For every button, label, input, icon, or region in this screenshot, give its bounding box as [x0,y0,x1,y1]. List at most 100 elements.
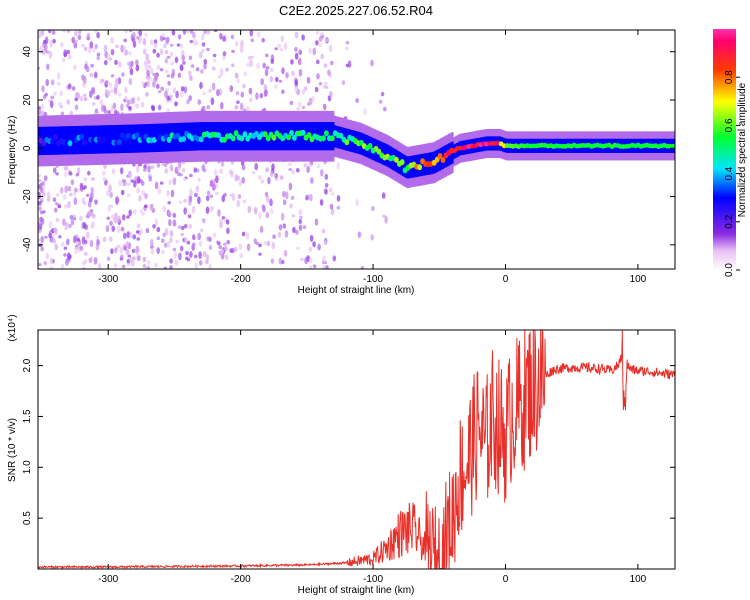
spectrogram-noise-mark [187,214,192,219]
spectrogram-noise-mark [163,242,168,248]
spectrogram-noise-mark [282,223,287,229]
spectrogram-noise-mark [54,243,59,251]
spectrogram-noise-mark [127,182,131,186]
spectrogram-noise-mark [235,91,240,96]
spectrogram-noise-mark [186,258,191,262]
spectrogram-noise-mark [170,189,175,198]
spectrogram-noise-mark [241,231,246,237]
spectrogram-noise-mark [39,186,44,194]
spectrogram-noise-mark [234,72,239,79]
spectrogram-noise-mark [363,108,367,116]
spectrogram-noise-mark [172,212,177,218]
spectrogram-noise-mark [181,54,185,62]
spectrogram-noise-mark [103,44,108,53]
spectrogram-noise-mark [169,164,174,172]
spectrogram-noise-mark [320,53,325,60]
spectrogram-ridge-mark [440,157,446,163]
spectrogram-noise-mark [202,218,206,224]
spectrogram-noise-mark [154,218,159,227]
spectrogram-noise-mark [177,34,182,40]
spectrogram-noise-mark [220,102,224,110]
spectrogram-noise-mark [43,175,48,182]
spectrogram-noise-mark [270,58,275,64]
spectrogram-noise-mark [175,90,179,99]
spectrogram-noise-mark [116,244,121,248]
spectrogram-noise-mark [378,99,383,104]
spectrogram-noise-mark [241,177,245,184]
spectrogram-noise-mark [147,60,151,64]
spectrogram-noise-mark [242,199,247,204]
spectrogram-noise-mark [239,102,244,111]
spectrogram-noise-mark [167,80,171,86]
spectrogram-noise-mark [43,260,47,266]
spectrogram-noise-mark [266,240,271,247]
spectrogram-noise-mark [265,53,269,58]
spectrogram-noise-mark [298,49,303,55]
spectrogram-noise-mark [242,83,246,89]
spectrogram-noise-mark [141,190,146,196]
spectrogram-noise-mark [288,182,293,191]
spectrogram-noise-mark [63,253,67,257]
spectrogram-noise-mark [108,82,113,88]
spectrogram-noise-mark [59,90,63,97]
spectrogram-envelope-mark [117,124,120,154]
spectrogram-noise-mark [127,61,131,66]
spectrogram-noise-mark [74,39,79,43]
spectrogram-noise-mark [309,193,313,202]
spectrogram-noise-mark [185,251,189,256]
spectrogram-noise-mark [90,191,94,199]
spectrogram-noise-mark [71,86,76,91]
spectrogram-noise-mark [38,174,42,178]
spectrogram-noise-mark [274,84,278,89]
spectrogram-noise-mark [169,258,173,264]
spectrogram-noise-mark [345,41,350,45]
spectrogram-noise-mark [231,49,235,53]
spectrogram-noise-mark [324,85,329,89]
spectrogram-noise-mark [197,178,201,182]
spectrogram-noise-mark [222,51,227,57]
spectrogram-noise-mark [199,81,203,90]
spectrogram-noise-mark [91,89,96,95]
spectrogram-noise-mark [153,39,158,44]
spectrogram-noise-mark [270,171,274,178]
spectrogram-ridge-mark [437,153,443,159]
spectrogram-noise-mark [212,66,216,71]
spectrogram-noise-mark [83,75,87,84]
spectrogram-noise-mark [200,69,204,74]
spectrogram-noise-mark [81,237,86,246]
spectrogram-noise-mark [320,169,324,177]
spectrogram-noise-mark [283,42,288,50]
y-tick-label: 1.5 [22,409,33,423]
spectrogram-noise-mark [177,72,182,79]
spectrogram-noise-mark [117,77,122,85]
spectrogram-noise-mark [312,241,316,248]
spectrogram-noise-mark [198,240,203,247]
spectrogram-noise-mark [150,67,154,75]
y-tick-label: 40 [22,46,33,58]
spectrogram-noise-mark [164,168,168,174]
spectrogram-noise-mark [305,194,310,200]
spectrogram-noise-mark [108,184,112,193]
spectrogram-noise-mark [132,209,137,215]
spectrogram-noise-mark [104,60,108,66]
spectrogram-noise-mark [140,101,145,108]
spectrogram-noise-mark [300,257,304,261]
spectrogram-noise-mark [125,249,130,256]
spectrogram-noise-mark [249,30,254,37]
spectrogram-noise-mark [73,64,77,70]
spectrogram-noise-mark [70,179,75,186]
spectrogram-noise-mark [74,97,78,102]
spectrogram-noise-mark [231,193,236,202]
spectrogram-noise-mark [288,162,292,167]
spectrogram-noise-mark [84,63,88,70]
spectrogram-noise-mark [43,39,47,44]
spectrogram-noise-mark [43,43,48,52]
spectrogram-noise-mark [49,100,54,108]
spectrogram-noise-mark [201,105,206,112]
spectrogram-noise-mark [308,99,312,106]
spectrogram-noise-mark [129,256,133,263]
spectrogram-noise-mark [162,36,166,41]
spectrogram-noise-mark [230,170,234,178]
x-tick-label: -200 [231,574,251,585]
spectrogram-noise-mark [263,240,268,246]
